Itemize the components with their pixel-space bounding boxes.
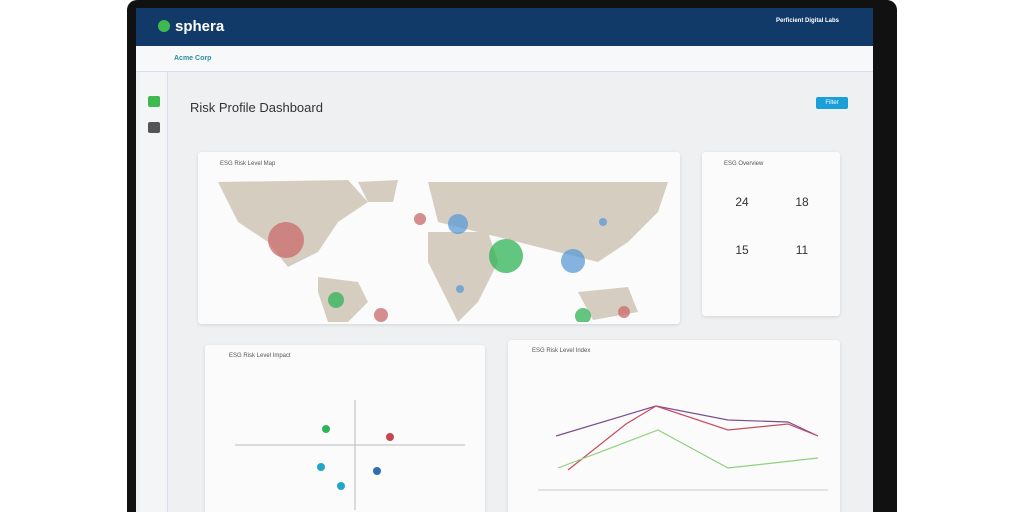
company-name[interactable]: Acme Corp xyxy=(174,55,212,62)
impact-card: ESG Risk Level Impact xyxy=(205,345,485,512)
card-title: ESG Overview xyxy=(724,161,764,167)
logo[interactable]: sphera xyxy=(158,18,224,35)
org-name[interactable]: Perficient Digital Labs xyxy=(776,18,840,24)
stat-value: 15 xyxy=(735,243,749,257)
sidebar xyxy=(140,72,168,512)
filter-button[interactable]: Filter xyxy=(816,97,848,109)
index-card: ESG Risk Level Index xyxy=(508,340,840,512)
top-bar: sphera Perficient Digital Labs xyxy=(136,8,873,46)
nav-icon[interactable] xyxy=(148,96,160,107)
nav-icon[interactable] xyxy=(148,122,160,133)
world-map xyxy=(218,180,668,322)
sub-bar: Acme Corp xyxy=(136,46,873,72)
impact-chart xyxy=(235,400,465,510)
index-chart xyxy=(538,405,828,491)
card-title: ESG Risk Level Impact xyxy=(229,353,291,359)
page-title: Risk Profile Dashboard xyxy=(190,100,323,115)
overview-card: ESG Overview 24 18 15 11 xyxy=(702,152,840,316)
screen: sphera Perficient Digital Labs Acme Corp… xyxy=(136,8,873,512)
stat-value: 11 xyxy=(795,243,809,257)
map-card: ESG Risk Level Map xyxy=(198,152,680,324)
card-title: ESG Risk Level Map xyxy=(220,161,276,167)
card-title: ESG Risk Level Index xyxy=(532,348,591,354)
stat-value: 18 xyxy=(795,195,809,209)
stat-value: 24 xyxy=(735,195,749,209)
